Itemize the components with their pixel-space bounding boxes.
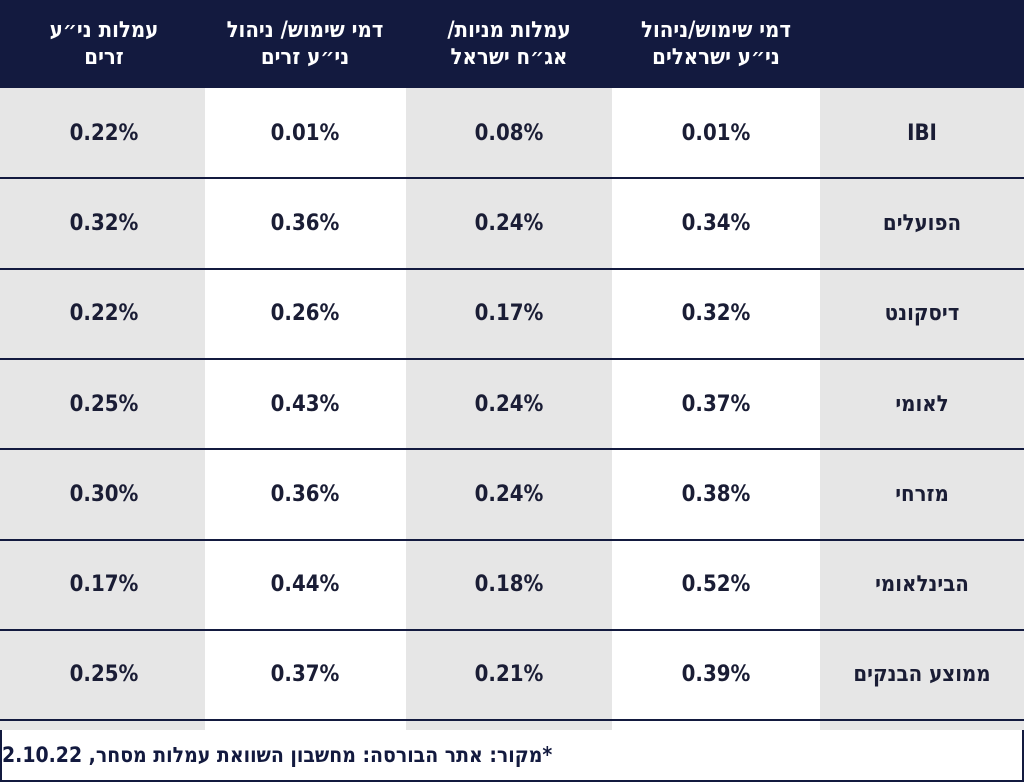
column-header-3: דמי שימוש/ ניהול ני״ע זרים — [226, 18, 384, 70]
table-cell-r3-c1: 0.32% — [681, 301, 751, 327]
row-divider — [0, 357, 1024, 360]
table-cell-r7-c1: 0.39% — [681, 662, 751, 688]
column-header-1: דמי שימוש/ניהול ני״ע ישראלים — [641, 18, 791, 70]
row-divider — [0, 719, 1024, 722]
row-label-3: דיסקונט — [884, 301, 960, 327]
table-cell-r2-c4: 0.32% — [69, 210, 139, 236]
column-bg-2 — [406, 88, 612, 730]
row-label-6: הבינלאומי — [875, 572, 969, 598]
table-cell-r6-c1: 0.52% — [681, 572, 751, 598]
row-label-2: הפועלים — [882, 210, 962, 236]
column-header-4: עמלות ני״ע זרים — [49, 18, 159, 70]
table-cell-r5-c2: 0.24% — [474, 481, 544, 507]
table-cell-r2-c2: 0.24% — [474, 210, 544, 236]
row-label-4: לאומי — [895, 391, 949, 417]
table-cell-r3-c3: 0.26% — [270, 301, 340, 327]
row-divider — [0, 538, 1024, 541]
table-cell-r1-c2: 0.08% — [474, 120, 544, 146]
column-bg-3 — [205, 88, 406, 730]
row-divider — [0, 448, 1024, 451]
row-label-7: ממוצע הבנקים — [853, 662, 991, 688]
table-header — [0, 0, 1024, 88]
table-cell-r3-c2: 0.17% — [474, 301, 544, 327]
table-cell-r2-c1: 0.34% — [681, 210, 751, 236]
row-divider — [0, 177, 1024, 180]
table-cell-r4-c1: 0.37% — [681, 391, 751, 417]
table-cell-r1-c1: 0.01% — [681, 120, 751, 146]
table-cell-r5-c1: 0.38% — [681, 481, 751, 507]
table-cell-r4-c2: 0.24% — [474, 391, 544, 417]
table-cell-r7-c3: 0.37% — [270, 662, 340, 688]
row-divider — [0, 267, 1024, 270]
table-cell-r1-c3: 0.01% — [270, 120, 340, 146]
table-cell-r7-c4: 0.25% — [69, 662, 139, 688]
table-cell-r4-c3: 0.43% — [270, 391, 340, 417]
table-cell-r6-c2: 0.18% — [474, 572, 544, 598]
row-label-5: מזרחי — [895, 481, 949, 507]
table-cell-r4-c4: 0.25% — [69, 391, 139, 417]
table-cell-r7-c2: 0.21% — [474, 662, 544, 688]
column-bg-bank — [820, 88, 1024, 730]
table-cell-r2-c3: 0.36% — [270, 210, 340, 236]
table-cell-r1-c4: 0.22% — [69, 120, 139, 146]
column-bg-1 — [612, 88, 820, 730]
table-cell-r3-c4: 0.22% — [69, 301, 139, 327]
table-cell-r6-c3: 0.44% — [270, 572, 340, 598]
column-bg-4 — [0, 88, 205, 730]
table-cell-r5-c4: 0.30% — [69, 481, 139, 507]
source-note: *מקור: אתר הבורסה: מחשבון השוואת עמלות מ… — [0, 730, 1024, 782]
table-cell-r5-c3: 0.36% — [270, 481, 340, 507]
row-label-1: IBI — [907, 120, 937, 146]
row-divider — [0, 628, 1024, 631]
column-header-2: עמלות מניות/ אג״ח ישראל — [447, 18, 571, 70]
table-cell-r6-c4: 0.17% — [69, 572, 139, 598]
